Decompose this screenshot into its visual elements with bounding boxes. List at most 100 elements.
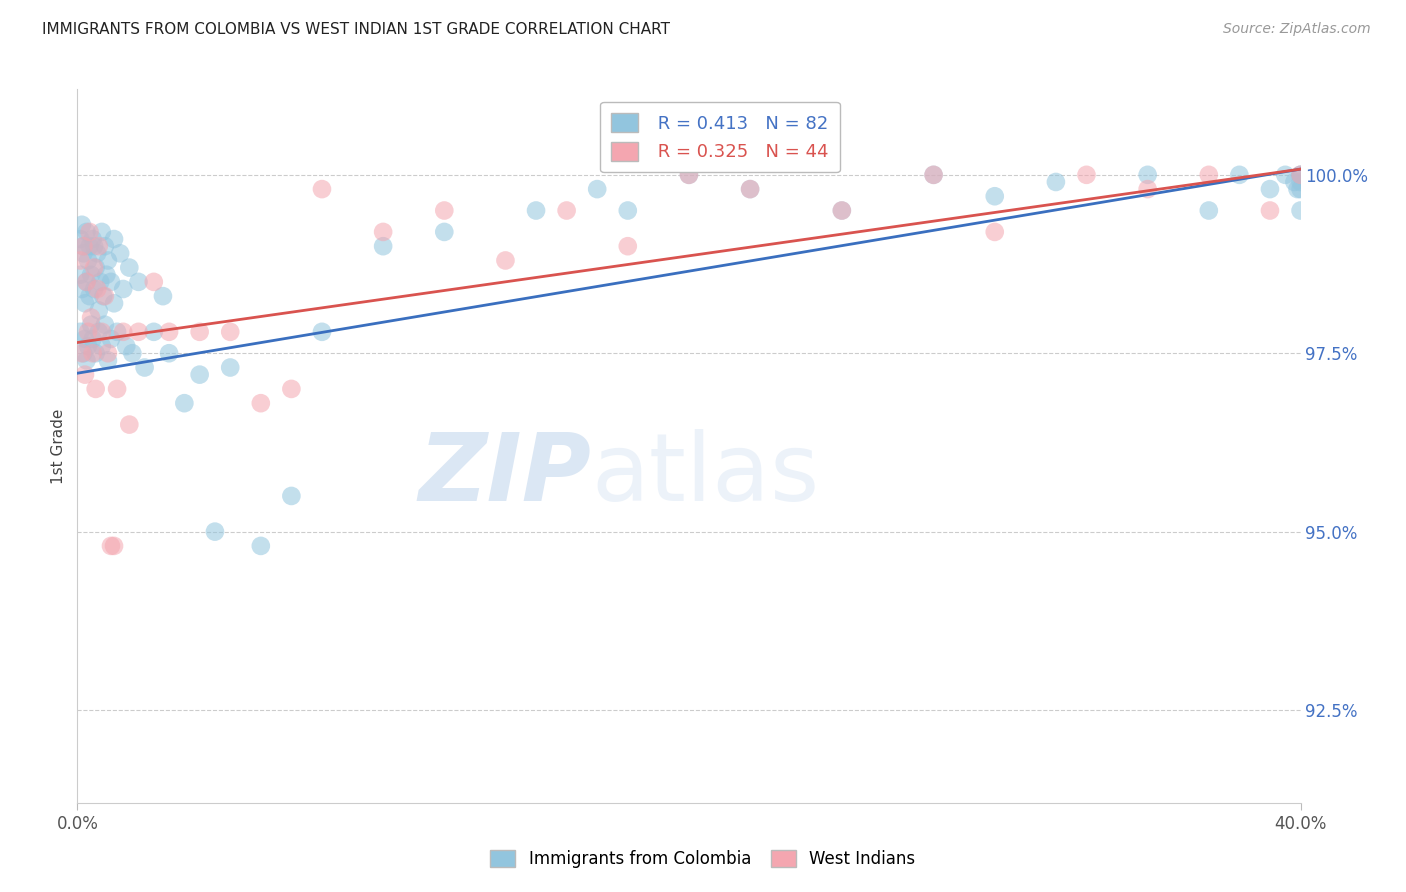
Point xyxy=(77,339,100,353)
Point xyxy=(311,325,333,339)
Point xyxy=(984,189,1007,203)
Point xyxy=(1289,203,1312,218)
Point xyxy=(1289,168,1312,182)
Point xyxy=(91,289,114,303)
Point xyxy=(204,524,226,539)
Point xyxy=(433,225,456,239)
Point xyxy=(69,268,91,282)
Point xyxy=(188,368,211,382)
Point xyxy=(118,260,141,275)
Point xyxy=(73,368,96,382)
Point xyxy=(90,339,112,353)
Text: Source: ZipAtlas.com: Source: ZipAtlas.com xyxy=(1223,22,1371,37)
Point xyxy=(76,353,98,368)
Point xyxy=(115,339,138,353)
Point xyxy=(250,396,273,410)
Text: ZIP: ZIP xyxy=(418,428,591,521)
Point xyxy=(70,282,93,296)
Point xyxy=(1229,168,1251,182)
Legend:  R = 0.413   N = 82,  R = 0.325   N = 44: R = 0.413 N = 82, R = 0.325 N = 44 xyxy=(600,102,839,172)
Point xyxy=(76,275,98,289)
Point xyxy=(73,296,96,310)
Point xyxy=(152,289,174,303)
Point xyxy=(922,168,945,182)
Point xyxy=(1289,168,1312,182)
Point xyxy=(83,282,105,296)
Point xyxy=(79,225,101,239)
Point xyxy=(72,239,94,253)
Point xyxy=(173,396,195,410)
Point xyxy=(1198,203,1220,218)
Point xyxy=(105,382,128,396)
Point xyxy=(1136,168,1159,182)
Point xyxy=(1045,175,1067,189)
Point xyxy=(73,332,96,346)
Point xyxy=(586,182,609,196)
Point xyxy=(76,225,98,239)
Point xyxy=(678,168,700,182)
Point xyxy=(524,203,547,218)
Point xyxy=(740,182,762,196)
Y-axis label: 1st Grade: 1st Grade xyxy=(51,409,66,483)
Point xyxy=(280,382,302,396)
Point xyxy=(77,253,100,268)
Point xyxy=(103,232,125,246)
Point xyxy=(76,275,98,289)
Point xyxy=(87,239,110,253)
Point xyxy=(82,332,104,346)
Point xyxy=(103,539,125,553)
Point xyxy=(105,325,128,339)
Point xyxy=(87,325,110,339)
Point xyxy=(89,275,111,289)
Point xyxy=(77,325,100,339)
Point xyxy=(83,260,105,275)
Point xyxy=(121,346,143,360)
Point xyxy=(97,353,120,368)
Point xyxy=(371,239,394,253)
Point xyxy=(84,260,107,275)
Point xyxy=(250,539,273,553)
Point xyxy=(94,289,117,303)
Point xyxy=(83,239,105,253)
Point xyxy=(922,168,945,182)
Point xyxy=(112,325,135,339)
Point xyxy=(1289,175,1312,189)
Point xyxy=(157,325,180,339)
Point xyxy=(72,239,94,253)
Point xyxy=(96,268,118,282)
Point xyxy=(80,318,103,332)
Point xyxy=(82,232,104,246)
Point xyxy=(142,275,165,289)
Point xyxy=(80,268,103,282)
Point xyxy=(433,203,456,218)
Point xyxy=(79,289,101,303)
Point xyxy=(100,539,122,553)
Point xyxy=(80,310,103,325)
Point xyxy=(617,239,640,253)
Point xyxy=(97,253,120,268)
Point xyxy=(1258,203,1281,218)
Point xyxy=(97,346,120,360)
Point xyxy=(311,182,333,196)
Point xyxy=(90,225,112,239)
Point xyxy=(280,489,302,503)
Point xyxy=(87,303,110,318)
Point xyxy=(69,232,91,246)
Point xyxy=(1289,182,1312,196)
Point xyxy=(1136,182,1159,196)
Point xyxy=(1258,182,1281,196)
Point xyxy=(134,360,156,375)
Point xyxy=(617,203,640,218)
Point xyxy=(72,346,94,360)
Point xyxy=(984,225,1007,239)
Point xyxy=(69,325,91,339)
Text: atlas: atlas xyxy=(591,428,820,521)
Point xyxy=(1198,168,1220,182)
Point xyxy=(79,239,101,253)
Point xyxy=(1289,168,1312,182)
Point xyxy=(70,218,93,232)
Point xyxy=(157,346,180,360)
Point xyxy=(1286,182,1309,196)
Point xyxy=(219,360,242,375)
Point xyxy=(555,203,578,218)
